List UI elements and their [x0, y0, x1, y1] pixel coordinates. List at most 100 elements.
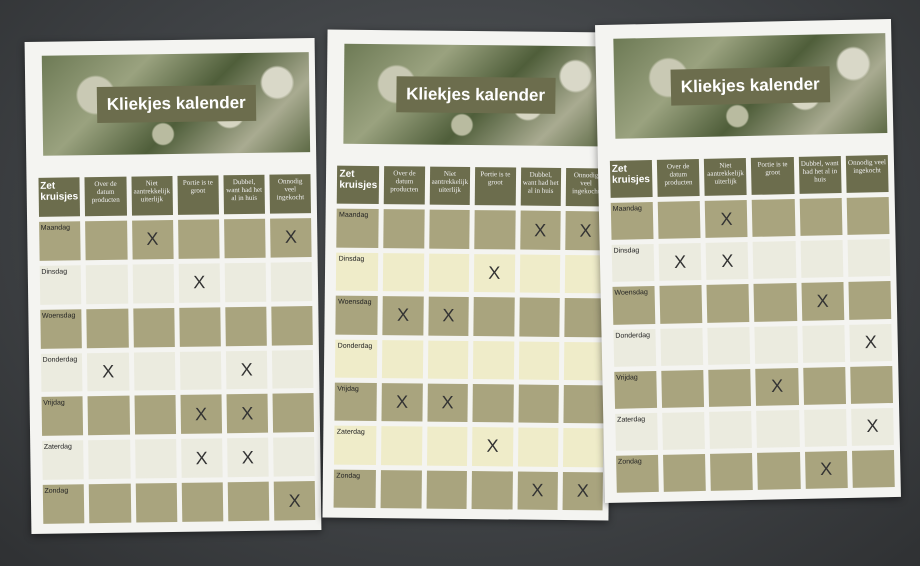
check-cell: X: [180, 394, 222, 435]
check-cell: [224, 262, 267, 302]
check-cell: X: [705, 242, 749, 281]
check-cell: X: [427, 383, 469, 423]
calendar-sheet: Kliekjes kalender Zet kruisjes Over de da…: [322, 29, 614, 521]
day-label: Maandag: [38, 221, 82, 261]
check-cell: [132, 263, 174, 304]
column-header: Niet aantrekkelijk uiterlijk: [429, 166, 471, 206]
x-mark: X: [241, 447, 254, 468]
x-mark: X: [102, 361, 115, 382]
x-mark: X: [195, 447, 208, 468]
check-cell: [517, 384, 559, 424]
check-cell: X: [180, 438, 223, 479]
column-header: Over de datum producten: [84, 176, 127, 217]
check-cell: [661, 369, 705, 408]
food-photo-banner: Kliekjes kalender: [42, 52, 311, 156]
check-cell: X: [562, 471, 604, 511]
day-label: Dinsdag: [611, 244, 655, 283]
day-label: Zaterdag: [334, 425, 377, 465]
check-cell: [803, 408, 847, 447]
check-cell: [752, 199, 796, 238]
calendar-sheet: Kliekjes kalender Zet kruisjes Over de da…: [595, 18, 901, 504]
x-mark: X: [816, 290, 829, 312]
check-cell: [135, 483, 178, 523]
check-cell: [177, 219, 220, 259]
food-photo-banner: Kliekjes kalender: [613, 33, 888, 139]
check-cell: [707, 326, 751, 365]
x-mark: X: [720, 208, 733, 229]
day-label: Woensdag: [612, 286, 656, 325]
calendar-grid: Zet kruisjes Over de datum producten Niet …: [609, 155, 895, 493]
check-cell: [133, 351, 176, 391]
check-cell: X: [270, 217, 312, 258]
check-cell: X: [849, 323, 893, 362]
x-mark: X: [396, 305, 410, 326]
column-header: Niet aantrekkelijk uiterlijk: [131, 176, 173, 216]
day-label: Donderdag: [40, 352, 83, 393]
check-cell: [518, 297, 560, 337]
day-label: Zaterdag: [614, 412, 658, 451]
check-cell: [471, 470, 513, 510]
x-mark: X: [819, 459, 833, 480]
check-cell: [706, 284, 750, 323]
x-mark: X: [395, 391, 409, 412]
x-mark: X: [579, 220, 592, 241]
check-cell: [273, 437, 315, 477]
x-mark: X: [442, 305, 455, 326]
check-cell: X: [226, 394, 269, 434]
day-label: Vrijdag: [334, 382, 378, 422]
x-mark: X: [241, 403, 254, 424]
check-cell: [663, 453, 707, 492]
sheet-title: Kliekjes kalender: [395, 76, 556, 114]
corner-header: Zet kruisjes: [609, 159, 653, 198]
check-cell: X: [87, 352, 130, 392]
x-mark: X: [240, 359, 253, 380]
check-cell: [271, 305, 314, 346]
check-cell: X: [519, 210, 561, 250]
column-header: Niet aantrekkelijk uiterlijk: [704, 158, 748, 197]
x-mark: X: [576, 480, 589, 501]
sheet-title: Kliekjes kalender: [96, 84, 256, 124]
check-cell: X: [658, 243, 702, 282]
check-cell: X: [517, 471, 558, 510]
check-cell: [753, 283, 797, 322]
column-header: Over de datum producten: [656, 159, 700, 198]
sheet-title: Kliekjes kalender: [670, 66, 831, 106]
x-mark: X: [284, 227, 298, 248]
check-cell: [757, 451, 801, 490]
day-label: Woensdag: [39, 308, 83, 349]
check-cell: [223, 218, 266, 259]
check-cell: [662, 411, 706, 450]
check-cell: [427, 340, 469, 379]
check-cell: [381, 426, 423, 466]
check-cell: [88, 439, 131, 480]
check-cell: X: [382, 296, 424, 336]
x-mark: X: [193, 272, 206, 293]
x-mark: X: [864, 331, 877, 353]
column-header: Dubbel, want had het al in huis: [520, 167, 562, 207]
check-cell: [519, 254, 561, 294]
column-header: Dubbel, want had het al in huis: [798, 156, 842, 195]
check-cell: [227, 481, 270, 522]
x-mark: X: [146, 229, 159, 250]
check-cell: [181, 482, 224, 522]
check-cell: [86, 264, 128, 304]
check-cell: [473, 297, 515, 336]
check-cell: X: [273, 481, 316, 521]
check-cell: X: [227, 437, 269, 478]
column-header: Onnodig veel ingekocht: [269, 174, 312, 214]
column-header: Over de datum producten: [383, 166, 425, 205]
day-label: Woensdag: [335, 295, 379, 335]
check-cell: [660, 327, 704, 366]
check-cell: [383, 252, 424, 292]
check-cell: [708, 368, 752, 407]
check-cell: [754, 325, 798, 364]
check-cell: [563, 341, 605, 381]
day-label: Donderdag: [335, 339, 378, 378]
check-cell: [756, 409, 800, 448]
day-label: Maandag: [336, 209, 379, 248]
column-header: Portie is te groot: [474, 167, 516, 206]
check-cell: [799, 198, 843, 237]
x-mark: X: [488, 262, 501, 283]
check-cell: [473, 340, 514, 380]
check-cell: [850, 365, 894, 404]
